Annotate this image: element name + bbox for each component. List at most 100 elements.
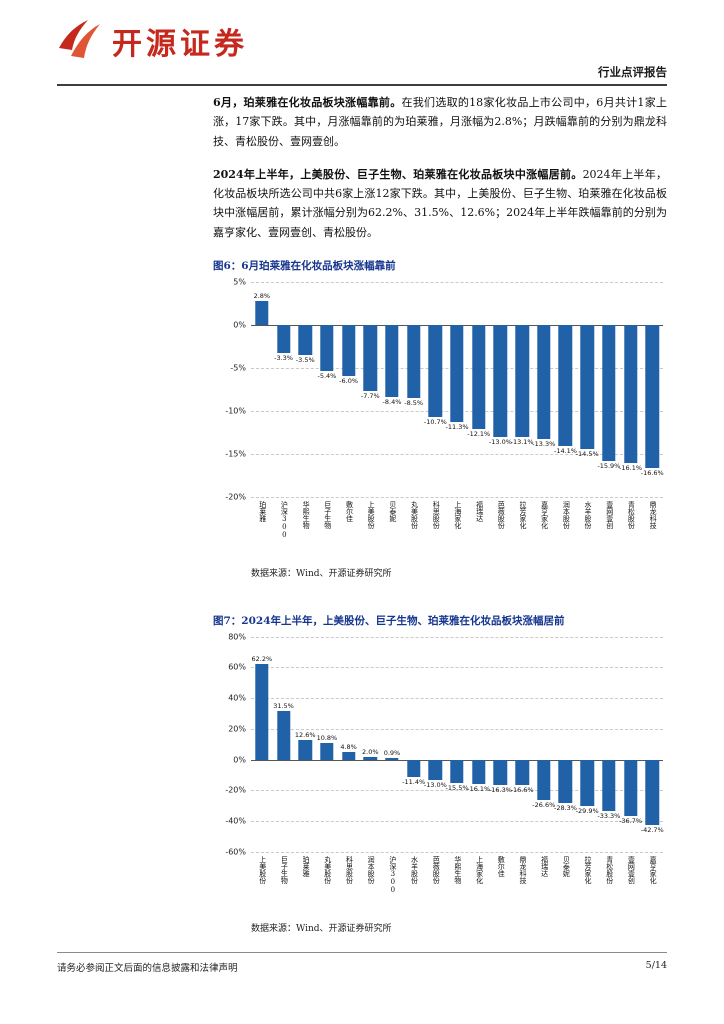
- x-category-label: 拉芳家化: [584, 855, 592, 884]
- bar: [558, 324, 573, 446]
- bar-value-label: -12.1%: [467, 429, 491, 438]
- kaiyuan-logo-icon: [56, 18, 102, 64]
- plot-area: 80% 60% 40% 20% 0% -20% -40% -60% 62.2% 31.5% 12.6…: [225, 632, 664, 856]
- x-category-label: 贝泰妮: [388, 500, 397, 522]
- bar-value-label: -42.7%: [640, 826, 664, 835]
- bar-slot: -36.7%: [619, 637, 642, 852]
- brand-name: 开源证券: [112, 27, 248, 62]
- gridline: [251, 821, 663, 823]
- x-category-label: 丸美股份: [323, 855, 332, 884]
- figure-7-source: 数据来源：Wind、开源证券研究所: [251, 923, 392, 934]
- bar: [255, 300, 269, 325]
- bar: [320, 324, 334, 372]
- figure-6-chart: 5% 0% -5% -10% -15% -20% 2.8% -3.3% -3.5% -5.4% -6…: [213, 277, 667, 559]
- bar-value-label: -16.6%: [510, 786, 534, 795]
- bar-slot: -14.1%: [554, 282, 577, 497]
- bar: [385, 324, 399, 397]
- bar-value-label: 31.5%: [273, 702, 294, 711]
- bar-slot: -13.0%: [424, 637, 447, 852]
- bar-value-label: -13.0%: [423, 780, 447, 789]
- x-category-label: 珀莱雅: [258, 500, 267, 522]
- bar-slot: -16.3%: [489, 637, 512, 852]
- bar-slot: -12.1%: [467, 282, 490, 497]
- bar-slot: 0.9%: [381, 637, 403, 852]
- bar-value-label: -15.5%: [445, 784, 469, 793]
- bar: [493, 759, 508, 785]
- bar-slot: 10.8%: [316, 637, 338, 852]
- bar: [580, 759, 594, 806]
- page-footer: 请务必参阅正文后面的信息披露和法律声明 5/14: [57, 952, 667, 974]
- x-category-label: 巨子生物: [280, 855, 289, 884]
- figure-7-title: 图7：2024年上半年，上美股份、巨子生物、珀莱雅在化妆品板块涨幅居前: [213, 614, 565, 627]
- bar-slot: -10.7%: [424, 282, 447, 497]
- bar: [341, 324, 356, 377]
- bar-value-label: -8.5%: [404, 398, 424, 407]
- y-tick-label: -10%: [225, 406, 246, 416]
- bar: [450, 759, 464, 784]
- bar-slot: -28.3%: [554, 637, 577, 852]
- x-category-label: 贝泰妮: [562, 855, 571, 877]
- bar: [450, 324, 464, 422]
- bar: [515, 324, 529, 438]
- paragraph: 6月，珀莱雅在化妆品板块涨幅靠前。在我们选取的18家化妆品上市公司中，6月共计1…: [213, 93, 667, 151]
- y-tick-label: -20%: [225, 785, 246, 795]
- bar-slot: -13.0%: [489, 282, 512, 497]
- x-category-label: 珀莱雅: [302, 855, 311, 877]
- figure-6-source: 数据来源：Wind、开源证券研究所: [251, 568, 392, 579]
- bar-value-label: -13.1%: [510, 438, 534, 447]
- bar: [623, 759, 638, 816]
- x-category-label: 青松股份: [627, 500, 636, 529]
- x-category-label: 水羊股份: [584, 500, 592, 529]
- gridline: [251, 851, 663, 853]
- bar-value-label: -10.7%: [423, 417, 447, 426]
- bar: [645, 759, 659, 826]
- paragraph: 2024年上半年，上美股份、巨子生物、珀莱雅在化妆品板块中涨幅居前。2024年上…: [213, 165, 667, 242]
- bar-slot: -7.7%: [359, 282, 381, 497]
- bar: [515, 759, 529, 786]
- bar-value-label: -11.4%: [402, 778, 426, 787]
- x-category-label: 华熙生物: [453, 855, 462, 884]
- bar: [363, 324, 377, 391]
- bar-slot: -8.5%: [403, 282, 425, 497]
- bar: [341, 752, 356, 760]
- bar-slot: -8.4%: [381, 282, 403, 497]
- bar-value-label: -16.1%: [467, 785, 491, 794]
- x-category-label: 敷尔佳: [345, 500, 354, 522]
- bar-value-label: -3.5%: [295, 355, 315, 364]
- bar-slot: -33.3%: [597, 637, 620, 852]
- bar-series: 2.8% -3.3% -3.5% -5.4% -6.0% -7.7% -8.4% -8.5% -…: [251, 282, 664, 497]
- bar-slot: -16.1%: [467, 637, 490, 852]
- x-category-label: 敷尔佳: [497, 855, 506, 877]
- bar-value-label: 62.2%: [251, 655, 273, 664]
- bar: [276, 711, 291, 760]
- bar: [558, 759, 573, 804]
- bar: [428, 324, 443, 417]
- gridline: [251, 453, 663, 455]
- bar: [472, 324, 486, 429]
- x-category-label: 芭薇股份: [497, 500, 506, 529]
- bar-value-label: -5.4%: [317, 372, 337, 381]
- x-category-label: 鼎龙科技: [518, 855, 527, 884]
- bar: [428, 759, 443, 780]
- bar-slot: -3.5%: [294, 282, 316, 497]
- bar-value-label: -14.1%: [553, 447, 577, 455]
- x-category-label: 壹网壹创: [605, 500, 614, 529]
- x-category-label: 润本股份: [562, 500, 571, 529]
- bar-slot: -15.9%: [597, 282, 620, 497]
- bar: [363, 756, 377, 760]
- x-axis-labels: 珀莱雅 沪深300 华熙生物 巨子生物 敷尔佳 上美股份 贝泰妮 丸美股份 科思股份 上海家化 福瑞…: [251, 501, 663, 559]
- figure-7-block: 图7：2024年上半年，上美股份、巨子生物、珀莱雅在化妆品板块涨幅居前 80% 6…: [213, 613, 667, 934]
- bar-series: 62.2% 31.5% 12.6% 10.8% 4.8% 2.0% 0.9% -11.4% -1…: [251, 637, 664, 852]
- gridline: [251, 790, 663, 792]
- bar-slot: -15.5%: [446, 637, 469, 852]
- paragraph-text: 在我们选取的18家化妆品上市公司中，6月共计1家上涨，17家下跌。其中，月涨幅靠…: [213, 96, 667, 148]
- x-category-label: 上海家化: [475, 855, 484, 884]
- plot-area: 5% 0% -5% -10% -15% -20% 2.8% -3.3% -3.5% -5.4% -6…: [225, 277, 664, 501]
- gridline: [251, 667, 663, 669]
- bar: [255, 664, 269, 760]
- y-tick-label: -60%: [225, 847, 246, 857]
- bar-value-label: -13.0%: [488, 437, 512, 446]
- report-body: 6月，珀莱雅在化妆品板块涨幅靠前。在我们选取的18家化妆品上市公司中，6月共计1…: [213, 93, 667, 934]
- y-tick-label: 40%: [228, 693, 246, 703]
- bar-value-label: -14.5%: [575, 450, 599, 459]
